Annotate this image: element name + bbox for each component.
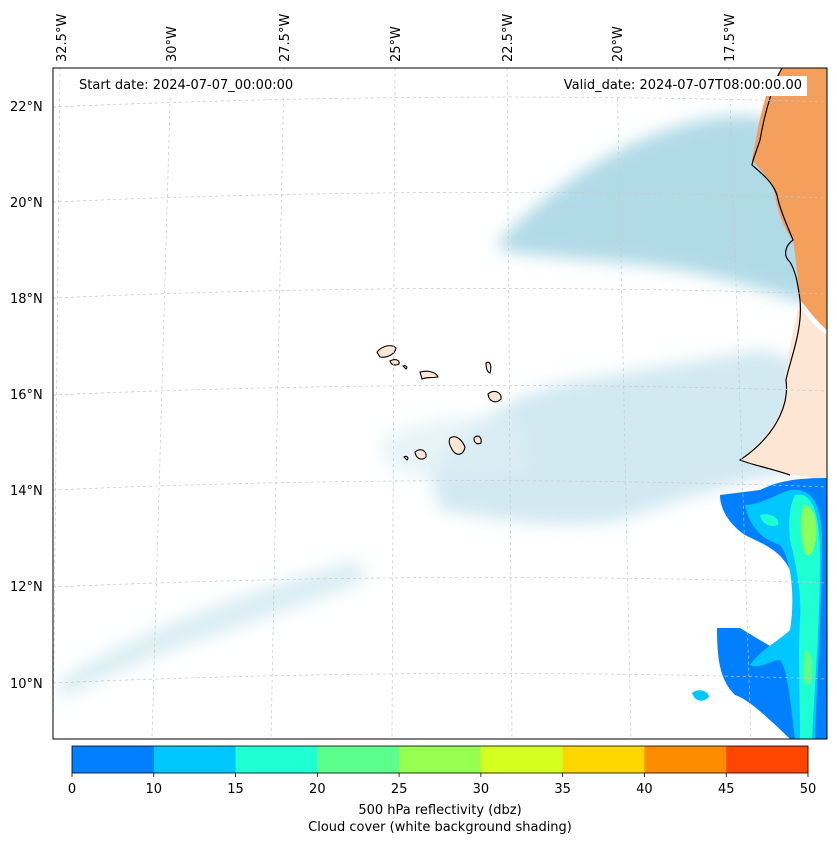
island-fogo xyxy=(414,449,427,460)
lat-label-22n: 22°N xyxy=(10,100,43,115)
colorbar-swatch-5 xyxy=(480,746,564,773)
cloud-band-southwest xyxy=(60,560,365,700)
start-date-label: Start date: 2024-07-07_00:00:00 xyxy=(74,76,299,96)
lon-label-32.5w: 32.5°W xyxy=(55,14,70,62)
parallel-14n xyxy=(53,480,827,491)
colorbar-tick-label-8: 45 xyxy=(718,782,735,797)
colorbar-swatch-0 xyxy=(72,746,155,773)
map-frame xyxy=(52,67,828,740)
colorbar-swatch-3 xyxy=(317,746,400,773)
lat-label-10n: 10°N xyxy=(10,677,43,692)
valid-date-label: Valid_date: 2024-07-07T08:00:00.00 xyxy=(558,76,807,96)
island-sao-vicente xyxy=(389,359,400,366)
latitude-labels: 22°N 20°N 18°N 16°N 14°N 12°N 10°N xyxy=(10,100,43,692)
meridian-22.5w xyxy=(506,68,513,739)
colorbar-label-line2: Cloud cover (white background shading) xyxy=(308,820,572,835)
colorbar-tick-label-0: 0 xyxy=(68,782,76,797)
meridian-17.5w xyxy=(728,68,752,739)
colorbar-swatch-7 xyxy=(644,746,727,773)
island-santo-antao xyxy=(376,345,397,358)
lon-label-30w: 30°W xyxy=(165,26,180,62)
colorbar-tick-label-5: 30 xyxy=(473,782,490,797)
colorbar-ticks: 0 10 15 20 25 30 35 40 45 50 xyxy=(68,773,816,797)
lat-label-16n: 16°N xyxy=(10,388,43,403)
colorbar-swatch-1 xyxy=(153,746,237,773)
lat-label-12n: 12°N xyxy=(10,580,43,595)
island-maio xyxy=(473,435,482,445)
reflectivity-core-cyan xyxy=(789,494,820,739)
colorbar-tick-label-2: 15 xyxy=(227,782,244,797)
parallel-18n xyxy=(53,288,827,299)
gridlines xyxy=(53,68,827,739)
meridian-30w xyxy=(151,68,172,739)
lat-label-14n: 14°N xyxy=(10,484,43,499)
colorbar: 0 10 15 20 25 30 35 40 45 50 500 hPa reflectivity… xyxy=(68,745,816,835)
colorbar-swatches xyxy=(72,746,809,773)
meridian-32.5w xyxy=(53,68,61,739)
reflectivity-cells xyxy=(692,478,827,739)
colorbar-swatch-6 xyxy=(562,746,645,773)
colorbar-tick-label-3: 20 xyxy=(309,782,326,797)
parallel-16n xyxy=(53,385,827,396)
meridian-20w xyxy=(616,68,632,739)
reflectivity-core-green xyxy=(800,505,817,556)
colorbar-tick-label-6: 35 xyxy=(554,782,571,797)
land-africa-north xyxy=(752,68,827,330)
cloud-mass-north xyxy=(500,116,827,310)
reflectivity-small-cell xyxy=(692,690,709,701)
island-santa-luzia xyxy=(401,365,408,370)
colorbar-frame xyxy=(71,745,809,774)
colorbar-swatch-4 xyxy=(399,746,482,773)
island-sal xyxy=(485,361,492,374)
colorbar-swatch-8 xyxy=(726,746,809,773)
parallel-10n xyxy=(53,673,827,684)
reflectivity-core-green-south xyxy=(803,650,813,686)
meridian-25w xyxy=(391,68,396,739)
parallel-20n xyxy=(53,192,827,203)
map-content xyxy=(53,68,827,739)
island-brava xyxy=(403,455,409,461)
colorbar-swatch-2 xyxy=(235,746,318,773)
colorbar-tick-label-4: 25 xyxy=(391,782,408,797)
parallel-12n xyxy=(53,577,827,588)
colorbar-tick-label-9: 50 xyxy=(800,782,817,797)
parallel-22n xyxy=(53,96,827,108)
colorbar-tick-label-1: 10 xyxy=(146,782,163,797)
lat-label-20n: 20°N xyxy=(10,196,43,211)
reflectivity-cell-east xyxy=(760,514,779,526)
colorbar-tick-label-7: 40 xyxy=(636,782,653,797)
island-boa-vista xyxy=(487,390,502,403)
lon-label-20w: 20°W xyxy=(611,26,626,62)
cape-verde-islands xyxy=(376,345,502,461)
lon-label-25w: 25°W xyxy=(389,26,404,62)
lon-label-17.5w: 17.5°W xyxy=(723,14,738,62)
island-sao-nicolau xyxy=(419,370,439,380)
lat-label-18n: 18°N xyxy=(10,292,43,307)
coastline xyxy=(738,68,802,476)
colorbar-label-line1: 500 hPa reflectivity (dbz) xyxy=(358,803,521,818)
lon-label-22.5w: 22.5°W xyxy=(501,14,516,62)
island-santiago xyxy=(448,436,466,455)
land-africa-south xyxy=(740,300,827,480)
longitude-labels: 32.5°W 30°W 27.5°W 25°W 22.5°W 20°W 17.5… xyxy=(55,14,738,62)
lon-label-27.5w: 27.5°W xyxy=(278,14,293,62)
meridian-27.5w xyxy=(270,68,285,739)
